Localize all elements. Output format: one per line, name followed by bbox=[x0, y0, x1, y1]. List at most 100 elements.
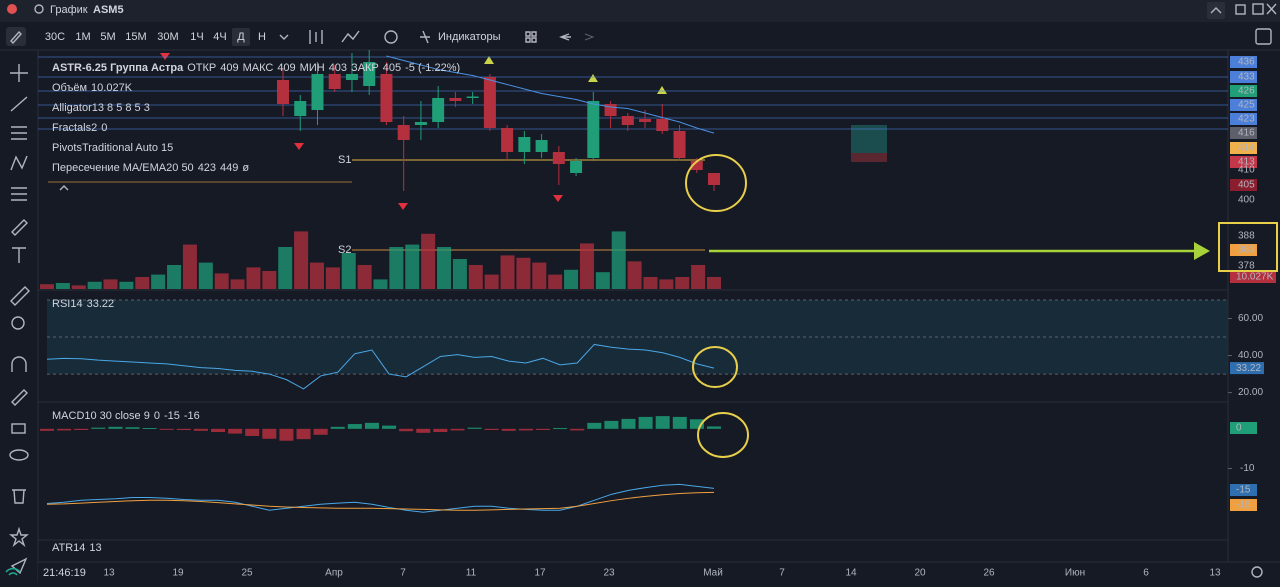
timeframe-button[interactable]: Н bbox=[258, 31, 266, 43]
timeframe-button[interactable]: 5М bbox=[100, 31, 115, 43]
settings-icon[interactable] bbox=[1251, 566, 1263, 578]
volume-bar bbox=[595, 272, 610, 289]
volume-bar bbox=[167, 265, 182, 289]
timeframe-button[interactable]: 15М bbox=[125, 31, 146, 43]
legend-text: МАКС bbox=[243, 62, 274, 74]
legend-text: -5 (-1.22%) bbox=[405, 62, 460, 74]
legend-text: 409 bbox=[220, 62, 238, 74]
price-label-bg bbox=[1230, 156, 1257, 168]
trendline-tool[interactable] bbox=[10, 96, 28, 112]
time-axis bbox=[38, 562, 1280, 582]
volume-bar bbox=[643, 277, 658, 289]
price-label-bg bbox=[1230, 113, 1257, 125]
add-icon[interactable] bbox=[384, 30, 398, 44]
macd-hist-bar bbox=[467, 427, 482, 429]
legend-text: 409 bbox=[277, 62, 295, 74]
legend-text: ATR14 bbox=[52, 542, 85, 554]
layout-icon[interactable] bbox=[525, 31, 537, 43]
macd-hist-bar bbox=[193, 428, 208, 431]
volume-bar bbox=[421, 233, 436, 289]
price-label: 423 bbox=[1238, 114, 1255, 125]
volume-label: 10.027K bbox=[1236, 272, 1274, 283]
magnet-tool[interactable] bbox=[11, 356, 27, 372]
fib-tool[interactable] bbox=[11, 126, 27, 140]
volume-bar bbox=[119, 281, 134, 289]
fractal-up bbox=[484, 56, 667, 94]
ema-line bbox=[386, 55, 715, 134]
date-label: 11 bbox=[466, 568, 477, 579]
volume-bar bbox=[548, 274, 563, 289]
macd-value-label: -15 bbox=[1236, 485, 1251, 496]
favorites-tool[interactable] bbox=[9, 526, 29, 548]
legend-text: ЗАКР bbox=[351, 62, 379, 74]
trash-tool[interactable] bbox=[12, 489, 26, 504]
candle-body bbox=[311, 74, 324, 110]
text-tool[interactable] bbox=[12, 247, 26, 263]
maximize-icon[interactable] bbox=[1252, 3, 1264, 15]
volume-bar bbox=[452, 259, 467, 289]
price-label: 416 bbox=[1238, 128, 1255, 139]
candle-body bbox=[363, 62, 376, 86]
timeframe-button[interactable]: 1Ч bbox=[190, 31, 203, 43]
crosshair-tool[interactable] bbox=[10, 64, 28, 82]
legend-text: 10.027K bbox=[91, 82, 133, 94]
macd-hist-bar bbox=[313, 428, 328, 435]
lock-tool[interactable] bbox=[11, 423, 26, 434]
area-icon[interactable] bbox=[341, 30, 360, 43]
timeframe-dropdown[interactable] bbox=[279, 34, 289, 40]
candle-body bbox=[673, 131, 686, 158]
price-label-bg bbox=[1230, 56, 1257, 68]
visibility-tool[interactable] bbox=[9, 449, 29, 461]
timeframe-button[interactable]: Д bbox=[237, 31, 245, 43]
ruler-tool[interactable] bbox=[10, 286, 30, 306]
volume-bar bbox=[182, 244, 197, 289]
pivot-label: S1 bbox=[338, 154, 351, 166]
projection-tool[interactable] bbox=[11, 187, 27, 201]
date-label: 23 bbox=[603, 568, 615, 579]
rsi-tick-label: 40.00 bbox=[1238, 350, 1263, 361]
redo-icon[interactable] bbox=[584, 33, 595, 41]
restore-icon[interactable] bbox=[1235, 4, 1246, 15]
pencil-button[interactable] bbox=[6, 27, 26, 46]
annotation-circle bbox=[697, 412, 749, 458]
macd-hist-bar bbox=[74, 428, 89, 431]
candle-body bbox=[639, 119, 652, 122]
timeframe-button[interactable]: 4Ч bbox=[213, 31, 226, 43]
price-label: 405 bbox=[1238, 180, 1255, 191]
fx-icon[interactable] bbox=[420, 30, 430, 44]
candle-body bbox=[483, 77, 496, 128]
price-label: 400 bbox=[1238, 195, 1255, 206]
symbol[interactable]: ASM5 bbox=[93, 4, 124, 16]
price-label: 378 bbox=[1238, 261, 1255, 272]
search-icon[interactable] bbox=[34, 4, 44, 14]
close-dot[interactable] bbox=[7, 4, 17, 14]
collapse-icon bbox=[1210, 7, 1222, 14]
candle-body bbox=[397, 125, 410, 140]
volume-bar bbox=[198, 262, 213, 289]
indicators-button[interactable]: Индикаторы bbox=[438, 31, 501, 43]
undo-icon[interactable] bbox=[559, 33, 571, 41]
candles-icon[interactable] bbox=[309, 30, 323, 44]
fullscreen-icon[interactable] bbox=[1255, 28, 1272, 45]
macd-hist-bar bbox=[707, 426, 721, 429]
timeframe-button[interactable]: 1М bbox=[75, 31, 90, 43]
close-icon[interactable] bbox=[1266, 3, 1277, 15]
timeframe-button[interactable]: 30С bbox=[45, 31, 65, 43]
date-label: Июн bbox=[1065, 568, 1085, 579]
candle-body bbox=[708, 173, 720, 185]
volume-bar bbox=[579, 243, 594, 289]
brush-tool[interactable] bbox=[11, 219, 28, 236]
volume-bar bbox=[707, 276, 721, 289]
pattern-tool[interactable] bbox=[10, 155, 28, 171]
zoom-tool[interactable] bbox=[11, 316, 25, 330]
volume-bar bbox=[214, 273, 229, 289]
collapse-button[interactable] bbox=[1207, 2, 1225, 19]
macd-hist-bar bbox=[416, 428, 431, 433]
lock-drawing-tool[interactable] bbox=[11, 389, 28, 406]
timeframe-button[interactable]: 30М bbox=[157, 31, 178, 43]
macd-value-label: -16 bbox=[1236, 500, 1251, 511]
rsi-value-bg bbox=[1230, 362, 1264, 375]
macd-tick-label: -10 bbox=[1240, 463, 1255, 474]
candle-body bbox=[552, 152, 565, 164]
legend-text: 0 bbox=[154, 410, 160, 422]
